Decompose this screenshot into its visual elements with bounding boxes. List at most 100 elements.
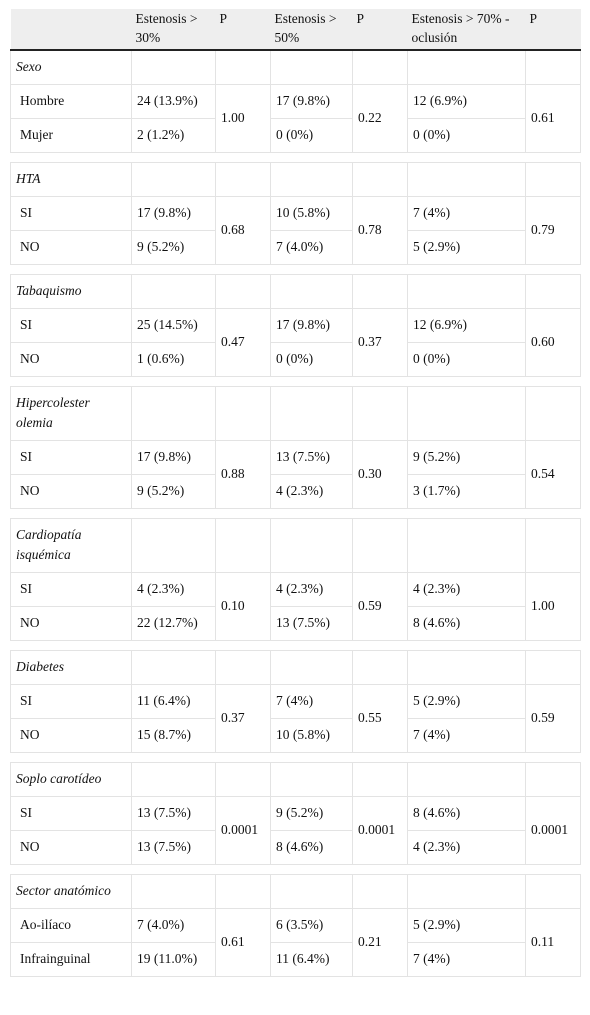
category-label: Sector anatómico xyxy=(10,874,132,909)
p-value-70: 0.79 xyxy=(525,196,581,265)
spacer-cell xyxy=(407,752,526,763)
table-row: Mujer 2 (1.2%) 0 (0%) 0 (0%) xyxy=(10,118,581,153)
spacer-cell xyxy=(270,752,353,763)
empty-cell xyxy=(352,518,408,573)
empty-cell xyxy=(131,274,216,309)
spacer-cell xyxy=(10,752,132,763)
empty-cell xyxy=(352,762,408,797)
p-value-30: 1.00 xyxy=(215,84,271,153)
p-value-50: 0.55 xyxy=(352,684,408,753)
row-label: NO xyxy=(10,830,132,865)
empty-cell xyxy=(352,386,408,441)
row-label: NO xyxy=(10,342,132,377)
stenosis-70-value: 9 (5.2%) xyxy=(407,440,526,475)
spacer-cell xyxy=(215,264,271,275)
group-spacer xyxy=(10,640,581,651)
empty-cell xyxy=(352,162,408,197)
table-header: Estenosis > 30% P Estenosis > 50% P Este… xyxy=(10,9,581,51)
p-value-70: 0.59 xyxy=(525,684,581,753)
spacer-cell xyxy=(10,640,132,651)
empty-cell xyxy=(525,518,581,573)
row-label: NO xyxy=(10,606,132,641)
p-value-50: 0.0001 xyxy=(352,796,408,865)
group-spacer xyxy=(10,864,581,875)
spacer-cell xyxy=(525,376,581,387)
spacer-cell xyxy=(270,864,353,875)
empty-cell xyxy=(407,274,526,309)
empty-cell xyxy=(131,518,216,573)
empty-cell xyxy=(270,162,353,197)
spacer-cell xyxy=(215,640,271,651)
empty-cell xyxy=(525,162,581,197)
p-value-50: 0.30 xyxy=(352,440,408,509)
row-label: Ao-ilíaco xyxy=(10,908,132,943)
stenosis-50-value: 10 (5.8%) xyxy=(270,196,353,231)
p-value-50: 0.59 xyxy=(352,572,408,641)
stenosis-30-value: 7 (4.0%) xyxy=(131,908,216,943)
empty-cell xyxy=(131,49,216,85)
stenosis-70-value: 7 (4%) xyxy=(407,942,526,977)
spacer-cell xyxy=(215,508,271,519)
empty-cell xyxy=(215,874,271,909)
table-row: SI 25 (14.5%) 0.47 17 (9.8%) 0.37 12 (6.9%) 0.… xyxy=(10,308,581,377)
spacer-cell xyxy=(131,640,216,651)
empty-cell xyxy=(407,650,526,685)
row-label: SI xyxy=(10,196,132,231)
spacer-cell xyxy=(525,752,581,763)
category-label: Soplo carotídeo xyxy=(10,762,132,797)
stenosis-50-value: 13 (7.5%) xyxy=(270,606,353,641)
empty-cell xyxy=(407,49,526,85)
table-row: SI 13 (7.5%) 0.0001 9 (5.2%) 0.0001 8 (4.6%) 0… xyxy=(10,796,581,865)
table-row: SI 4 (2.3%) 0.10 4 (2.3%) 0.59 4 (2.3%) 1.00 xyxy=(10,572,581,641)
stenosis-50-value: 7 (4%) xyxy=(270,684,353,719)
stenosis-30-value: 24 (13.9%) xyxy=(131,84,216,119)
stenosis-50-value: 10 (5.8%) xyxy=(270,718,353,753)
header-p-30: P xyxy=(215,9,271,51)
group-spacer xyxy=(10,376,581,387)
category-row: Sector anatómico xyxy=(10,874,581,909)
empty-cell xyxy=(215,762,271,797)
empty-cell xyxy=(525,49,581,85)
empty-cell xyxy=(407,518,526,573)
p-value-50: 0.37 xyxy=(352,308,408,377)
stenosis-70-value: 8 (4.6%) xyxy=(407,606,526,641)
stenosis-30-value: 17 (9.8%) xyxy=(131,196,216,231)
empty-cell xyxy=(215,49,271,85)
empty-cell xyxy=(270,49,353,85)
group-spacer xyxy=(10,508,581,519)
header-p-50: P xyxy=(352,9,408,51)
table-row: Ao-ilíaco 7 (4.0%) 0.61 6 (3.5%) 0.21 5 (2.9%… xyxy=(10,908,581,977)
spacer-cell xyxy=(131,376,216,387)
category-row: Sexo xyxy=(10,49,581,85)
category-label: Hipercolester olemia xyxy=(10,386,132,441)
empty-cell xyxy=(131,874,216,909)
table-row: NO 9 (5.2%) 7 (4.0%) 5 (2.9%) xyxy=(10,230,581,265)
spacer-cell xyxy=(352,264,408,275)
stenosis-30-value: 11 (6.4%) xyxy=(131,684,216,719)
category-row: Cardiopatía isquémica xyxy=(10,518,581,573)
empty-cell xyxy=(270,518,353,573)
stenosis-50-value: 0 (0%) xyxy=(270,342,353,377)
stenosis-50-value: 4 (2.3%) xyxy=(270,474,353,509)
stenosis-30-value: 13 (7.5%) xyxy=(131,830,216,865)
stenosis-70-value: 0 (0%) xyxy=(407,342,526,377)
stenosis-70-value: 5 (2.9%) xyxy=(407,908,526,943)
spacer-cell xyxy=(525,864,581,875)
stenosis-70-value: 7 (4%) xyxy=(407,718,526,753)
empty-cell xyxy=(270,274,353,309)
category-label: Tabaquismo xyxy=(10,274,132,309)
spacer-cell xyxy=(270,376,353,387)
spacer-cell xyxy=(131,152,216,163)
table-row: Hombre 24 (13.9%) 1.00 17 (9.8%) 0.22 12 (6.9… xyxy=(10,84,581,153)
p-value-30: 0.47 xyxy=(215,308,271,377)
table-row: SI 11 (6.4%) 0.37 7 (4%) 0.55 5 (2.9%) 0.59 xyxy=(10,684,581,753)
table-row: NO 15 (8.7%) 10 (5.8%) 7 (4%) xyxy=(10,718,581,753)
stenosis-50-value: 0 (0%) xyxy=(270,118,353,153)
empty-cell xyxy=(131,162,216,197)
category-row: Soplo carotídeo xyxy=(10,762,581,797)
category-row: Hipercolester olemia xyxy=(10,386,581,441)
row-label: NO xyxy=(10,718,132,753)
spacer-cell xyxy=(352,508,408,519)
empty-cell xyxy=(270,386,353,441)
stenosis-50-value: 6 (3.5%) xyxy=(270,908,353,943)
